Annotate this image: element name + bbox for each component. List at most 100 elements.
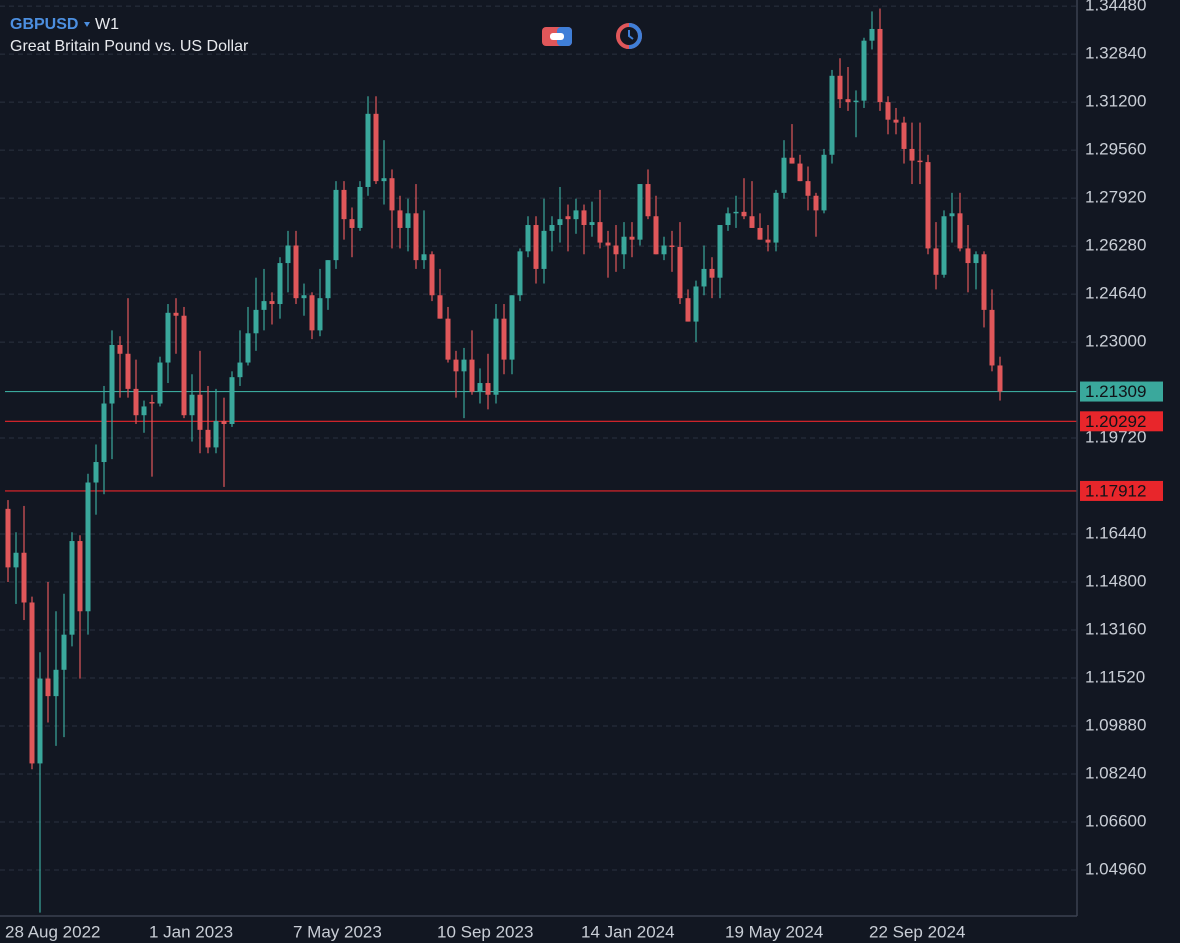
candle-body [53, 669, 59, 697]
candle-body [381, 178, 387, 182]
x-tick-label: 22 Sep 2024 [869, 922, 965, 941]
clock-icon[interactable] [616, 23, 642, 49]
candle-body [573, 210, 579, 220]
y-tick-label: 1.32840 [1085, 44, 1146, 63]
candle-body [445, 318, 451, 360]
candle-body [885, 102, 891, 120]
candle-body [861, 40, 867, 101]
candle-body [349, 219, 355, 228]
candle-body [765, 239, 771, 243]
candle-body [645, 184, 651, 217]
candle-body [453, 359, 459, 372]
y-tick-label: 1.19720 [1085, 428, 1146, 447]
candle-body [797, 163, 803, 182]
candle-body [781, 157, 787, 193]
candle-body [333, 189, 339, 261]
candle-body [853, 100, 859, 103]
candle-body [805, 181, 811, 196]
candle-body [717, 225, 723, 278]
candle-body [997, 365, 1003, 392]
candle-body [821, 154, 827, 211]
candle-body [581, 210, 587, 226]
candle-body [677, 246, 683, 299]
candle-body [61, 634, 67, 670]
candle-body [13, 552, 19, 568]
candle-body [357, 186, 363, 228]
candle-body [621, 236, 627, 255]
candle-body [469, 359, 475, 392]
candle-body [613, 245, 619, 255]
candle-body [917, 160, 923, 163]
candle-body [837, 75, 843, 100]
y-tick-label: 1.16440 [1085, 524, 1146, 543]
y-tick-label: 1.13160 [1085, 619, 1146, 638]
x-tick-label: 7 May 2023 [293, 922, 382, 941]
candle-body [813, 195, 819, 211]
candle-body [437, 295, 443, 319]
y-tick-label: 1.31200 [1085, 92, 1146, 111]
axis-labels: 1.34480 1.32840 1.31200 1.29560 1.27920 1.262… [5, 0, 1163, 941]
candle-body [325, 260, 331, 299]
timeframe: W1 [95, 16, 119, 33]
candle-body [557, 219, 563, 226]
candle-body [301, 295, 307, 299]
candle-body [109, 344, 115, 404]
candle-body [85, 482, 91, 612]
candle-body [477, 383, 483, 392]
candle-body [125, 353, 131, 389]
x-tick-label: 1 Jan 2023 [149, 922, 233, 941]
y-tick-label: 1.26280 [1085, 236, 1146, 255]
clock-hands [628, 30, 634, 40]
candle-body [285, 245, 291, 264]
candle-body [253, 309, 259, 334]
candle-body [709, 268, 715, 278]
y-tick-label: 1.24640 [1085, 284, 1146, 303]
y-tick-label: 1.27920 [1085, 188, 1146, 207]
dropdown-arrow[interactable] [84, 22, 90, 27]
candle-body [45, 678, 51, 697]
candle-body [773, 192, 779, 243]
price-label: 1.21309 [1085, 382, 1146, 401]
candle-body [749, 216, 755, 228]
candle-body [373, 113, 379, 182]
candle-body [269, 301, 275, 305]
candle-body [421, 254, 427, 261]
candle-body [701, 268, 707, 287]
candle-body [397, 210, 403, 228]
trade-icon[interactable] [542, 27, 572, 46]
trade-icon-center [550, 33, 564, 40]
candle-body [317, 298, 323, 331]
candle-body [637, 184, 643, 240]
candle-body [229, 377, 235, 424]
candle-body [221, 421, 227, 424]
symbol: GBPUSD [10, 16, 78, 33]
candle-body [789, 157, 795, 164]
candle-body [877, 28, 883, 103]
candle-body [277, 263, 283, 305]
candle-body [173, 312, 179, 316]
candle-body [413, 213, 419, 261]
candle-body [157, 362, 163, 404]
candle-body [165, 312, 171, 363]
candle-body [429, 254, 435, 296]
candle-body [685, 298, 691, 322]
candle-body [5, 508, 11, 568]
y-tick-label: 1.09880 [1085, 715, 1146, 734]
candle-body [597, 222, 603, 243]
candle-body [741, 211, 747, 217]
candle-body [197, 394, 203, 430]
candle-body [941, 216, 947, 275]
candle-body [341, 189, 347, 220]
candle-body [973, 254, 979, 264]
candle-body [77, 541, 83, 612]
candle-body [485, 383, 491, 395]
candle-body [989, 309, 995, 366]
price-label: 1.17912 [1085, 481, 1146, 500]
candle-body [533, 225, 539, 269]
candle-body [629, 236, 635, 240]
candle-body [205, 429, 211, 448]
candle-body [237, 362, 243, 378]
candle-body [589, 222, 595, 226]
price-label-box [1080, 381, 1163, 402]
candle-body [501, 318, 507, 360]
